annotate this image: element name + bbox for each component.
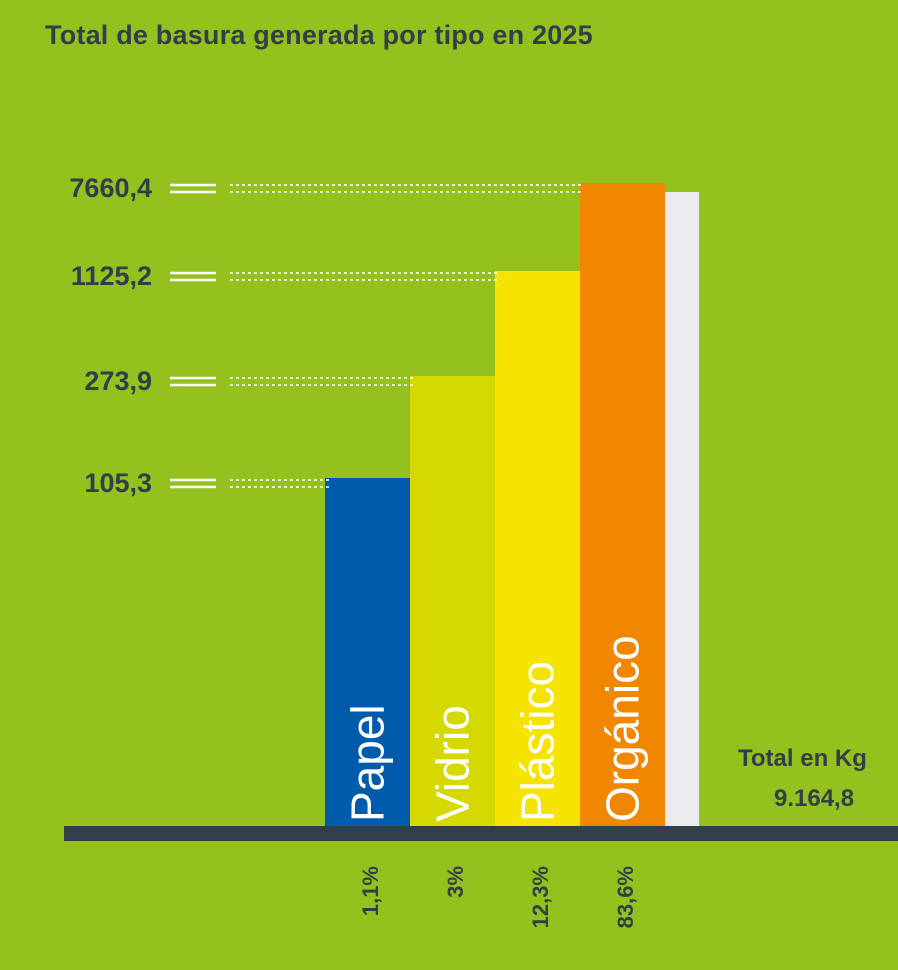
bar-1 xyxy=(410,376,495,826)
value-label-3: 7660,4 xyxy=(69,173,152,203)
chart-title: Total de basura generada por tipo en 202… xyxy=(45,20,593,50)
percentage-label-2: 12,3% xyxy=(528,866,553,928)
bar-2 xyxy=(495,271,580,826)
category-label-3: Orgánico xyxy=(597,635,649,822)
percentage-label-0: 1,1% xyxy=(358,866,383,916)
category-label-0: Papel xyxy=(342,704,394,822)
value-label-0: 105,3 xyxy=(84,468,152,498)
category-label-1: Vidrio xyxy=(427,705,479,822)
bar-0 xyxy=(325,478,410,826)
category-label-2: Plástico xyxy=(512,661,564,822)
x-axis-baseline xyxy=(64,826,898,841)
total-value: 9.164,8 xyxy=(774,785,855,812)
percentage-label-3: 83,6% xyxy=(613,866,638,928)
value-label-1: 273,9 xyxy=(84,366,152,396)
percentage-label-1: 3% xyxy=(443,866,468,898)
total-label: Total en Kg xyxy=(738,745,867,772)
bar-3 xyxy=(580,183,665,826)
value-label-2: 1125,2 xyxy=(71,261,152,291)
